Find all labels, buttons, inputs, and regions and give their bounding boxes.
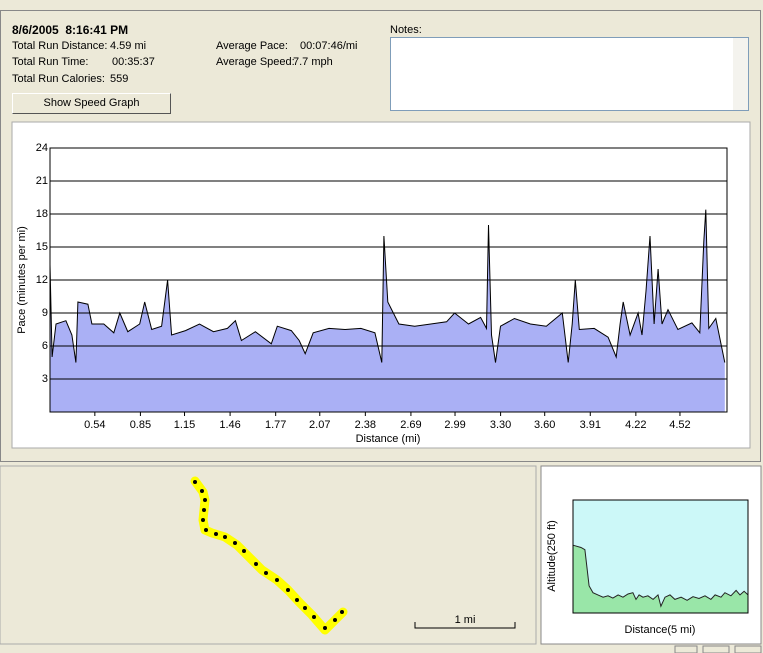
scale-label: 1 mi (455, 614, 476, 626)
status-button[interactable] (734, 645, 762, 653)
line (49, 209, 726, 363)
stat-value: 559 (110, 73, 129, 85)
x-axis-label: Distance(5 mi) (625, 624, 696, 636)
stat-value: 4.59 mi (110, 40, 147, 52)
stat-label: Average Pace: (216, 40, 288, 52)
y-axis-label: Altitude(250 ft) (546, 520, 558, 592)
stat-label: Total Run Distance: (12, 40, 108, 52)
plot-border (49, 147, 728, 413)
x-tick-label: 1.77 (265, 419, 286, 431)
stat-value: 00:35:37 (112, 56, 155, 68)
y-tick-label: 6 (42, 340, 48, 352)
notes-label: Notes: (390, 24, 422, 36)
show-speed-graph-button[interactable]: Show Speed Graph (12, 93, 171, 114)
plot-border (572, 499, 749, 614)
stat-value: 7.7 mph (293, 56, 333, 68)
y-tick-label: 21 (36, 175, 48, 187)
timestamp: 8/6/2005 8:16:41 PM (12, 23, 129, 37)
x-tick-label: 1.15 (174, 419, 195, 431)
x-tick-label: 1.46 (219, 419, 240, 431)
line (572, 544, 749, 608)
x-tick-label: 4.22 (625, 419, 646, 431)
x-tick-label: 2.07 (309, 419, 330, 431)
x-tick-label: 2.99 (444, 419, 465, 431)
x-tick-label: 2.69 (400, 419, 421, 431)
area (50, 209, 725, 412)
stat-value: 00:07:46/mi (300, 40, 358, 52)
y-tick-label: 24 (36, 142, 48, 154)
x-tick-label: 2.38 (355, 419, 376, 431)
x-tick-label: 3.30 (490, 419, 511, 431)
top-frame (0, 10, 761, 462)
scrollbar (733, 38, 748, 110)
status-button[interactable] (674, 645, 698, 653)
y-tick-label: 15 (36, 241, 48, 253)
y-tick-label: 9 (42, 307, 48, 319)
plot-background (573, 500, 748, 613)
x-tick-label: 3.60 (534, 419, 555, 431)
status-button[interactable] (702, 645, 730, 653)
stat-label: Average Speed: (216, 56, 295, 68)
stat-label: Total Run Calories: (12, 73, 105, 85)
stat-label: Total Run Time: (12, 56, 89, 68)
x-axis-label: Distance (mi) (356, 433, 421, 445)
y-tick-label: 18 (36, 208, 48, 220)
y-tick-label: 3 (42, 373, 48, 385)
route-points (193, 480, 344, 630)
x-tick-label: 4.52 (669, 419, 690, 431)
map-panel (0, 465, 537, 645)
route (190, 476, 348, 635)
scale-bar (414, 622, 516, 629)
y-tick-label: 12 (36, 274, 48, 286)
x-tick-label: 3.91 (580, 419, 601, 431)
x-tick-label: 0.85 (130, 419, 151, 431)
notes-box[interactable] (390, 37, 749, 111)
x-tick-label: 0.54 (84, 419, 105, 431)
y-axis-label: Pace (minutes per mi) (16, 226, 28, 334)
